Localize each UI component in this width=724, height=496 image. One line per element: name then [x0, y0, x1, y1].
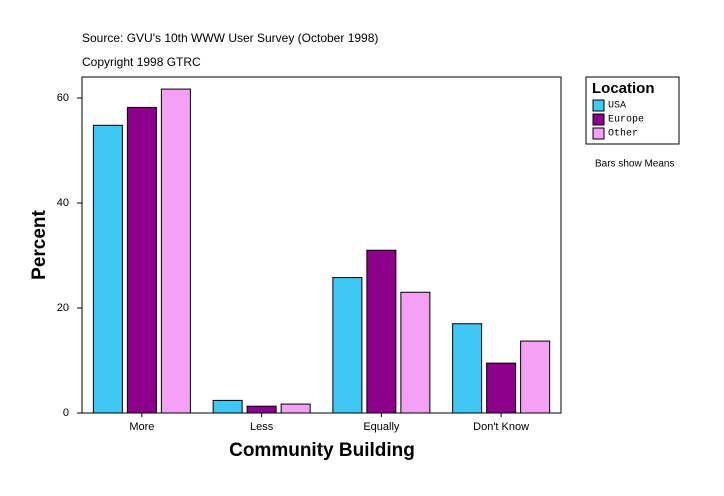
x-axis-label: Community Building: [229, 440, 415, 461]
bar: [400, 291, 431, 414]
legend-label: Other: [608, 128, 638, 140]
bar: [246, 405, 277, 414]
legend-swatch: [592, 127, 605, 140]
note: Bars show Means: [595, 159, 674, 170]
y-axis-label: Percent: [29, 209, 50, 279]
legend-label: Europe: [608, 115, 644, 126]
bar: [520, 340, 551, 414]
plot-frame: [81, 76, 562, 414]
y-tick-label: 40: [57, 197, 69, 209]
bar: [486, 362, 517, 414]
bar: [92, 124, 123, 414]
legend-swatch: [592, 99, 605, 112]
y-tick-label: 60: [57, 92, 69, 104]
x-tick-label: Equally: [363, 421, 400, 433]
y-tick-label: 20: [57, 302, 69, 314]
bar: [126, 106, 157, 414]
subtitle: Source: GVU's 10th WWW User Survey (Octo…: [82, 31, 378, 45]
bar: [212, 399, 243, 414]
copyright: Copyright 1998 GTRC: [82, 55, 201, 69]
bar: [452, 323, 483, 414]
x-tick-label: More: [129, 421, 154, 433]
x-tick-label: Don't Know: [473, 421, 529, 433]
bar: [366, 249, 397, 414]
y-tick-label: 0: [63, 407, 69, 419]
x-tick-label: Less: [250, 421, 274, 433]
legend-swatch: [592, 113, 605, 126]
bar: [332, 277, 363, 414]
legend-label: USA: [608, 101, 626, 112]
bar: [280, 403, 311, 414]
bar: [160, 88, 191, 414]
legend-title: Location: [592, 80, 655, 97]
